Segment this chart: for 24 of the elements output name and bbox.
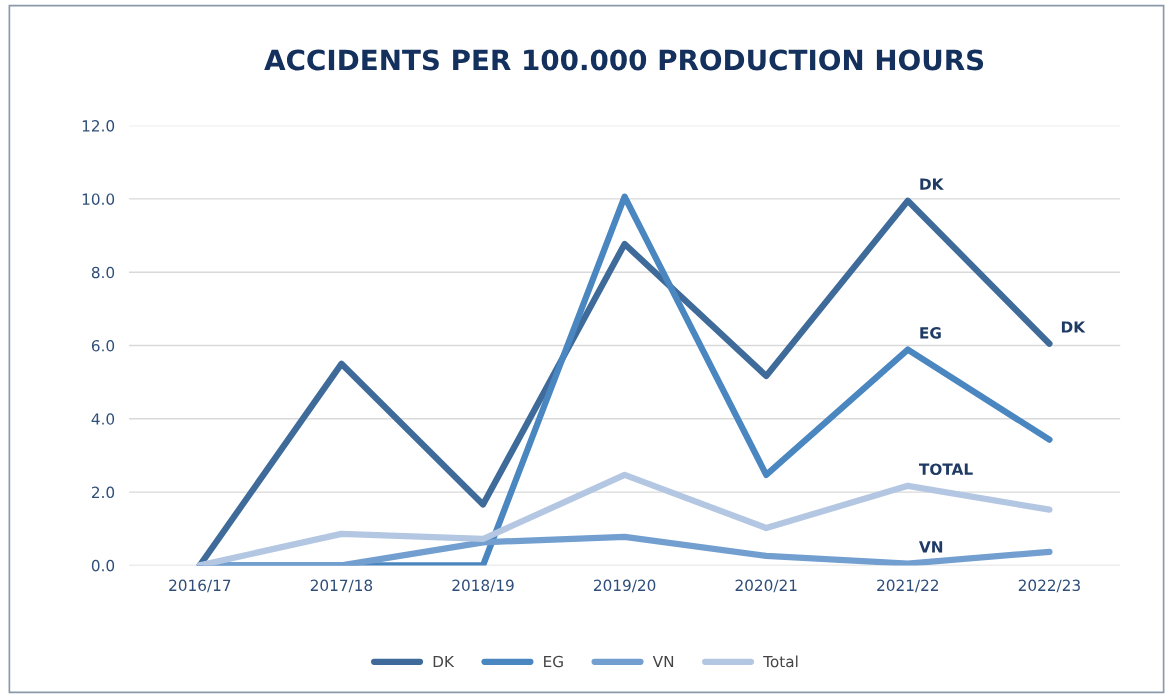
y-tick-label: 0.0 [91,559,115,572]
legend-label: EG [544,655,563,668]
legend-label: VN [652,655,674,668]
x-tick-label: 2018/19 [452,579,514,593]
y-tick-label: 8.0 [91,266,115,279]
x-tick-label: 2019/20 [594,579,656,593]
annotation: VN [919,541,943,553]
legend-label: DK [433,655,455,668]
y-tick-label: 10.0 [82,193,115,205]
x-tick-label: 2021/22 [877,579,939,593]
x-tick-label: 2020/21 [735,579,797,593]
annotation: DK [1061,321,1086,333]
annotation: EG [920,327,941,339]
annotation: DK [920,178,944,190]
x-tick-label: 2016/17 [169,579,231,593]
y-tick-label: 6.0 [91,339,115,352]
x-tick-label: 2017/18 [310,579,373,593]
y-tick-label: 2.0 [91,486,115,499]
chart-title: ACCIDENTS PER 100.000 PRODUCTION HOURS [264,49,984,71]
y-tick-label: 4.0 [91,413,115,425]
x-tick-label: 2022/23 [1018,579,1080,593]
legend-label: Total [763,655,798,668]
y-tick-label: 12.0 [82,120,115,132]
annotation: TOTAL [919,463,973,475]
